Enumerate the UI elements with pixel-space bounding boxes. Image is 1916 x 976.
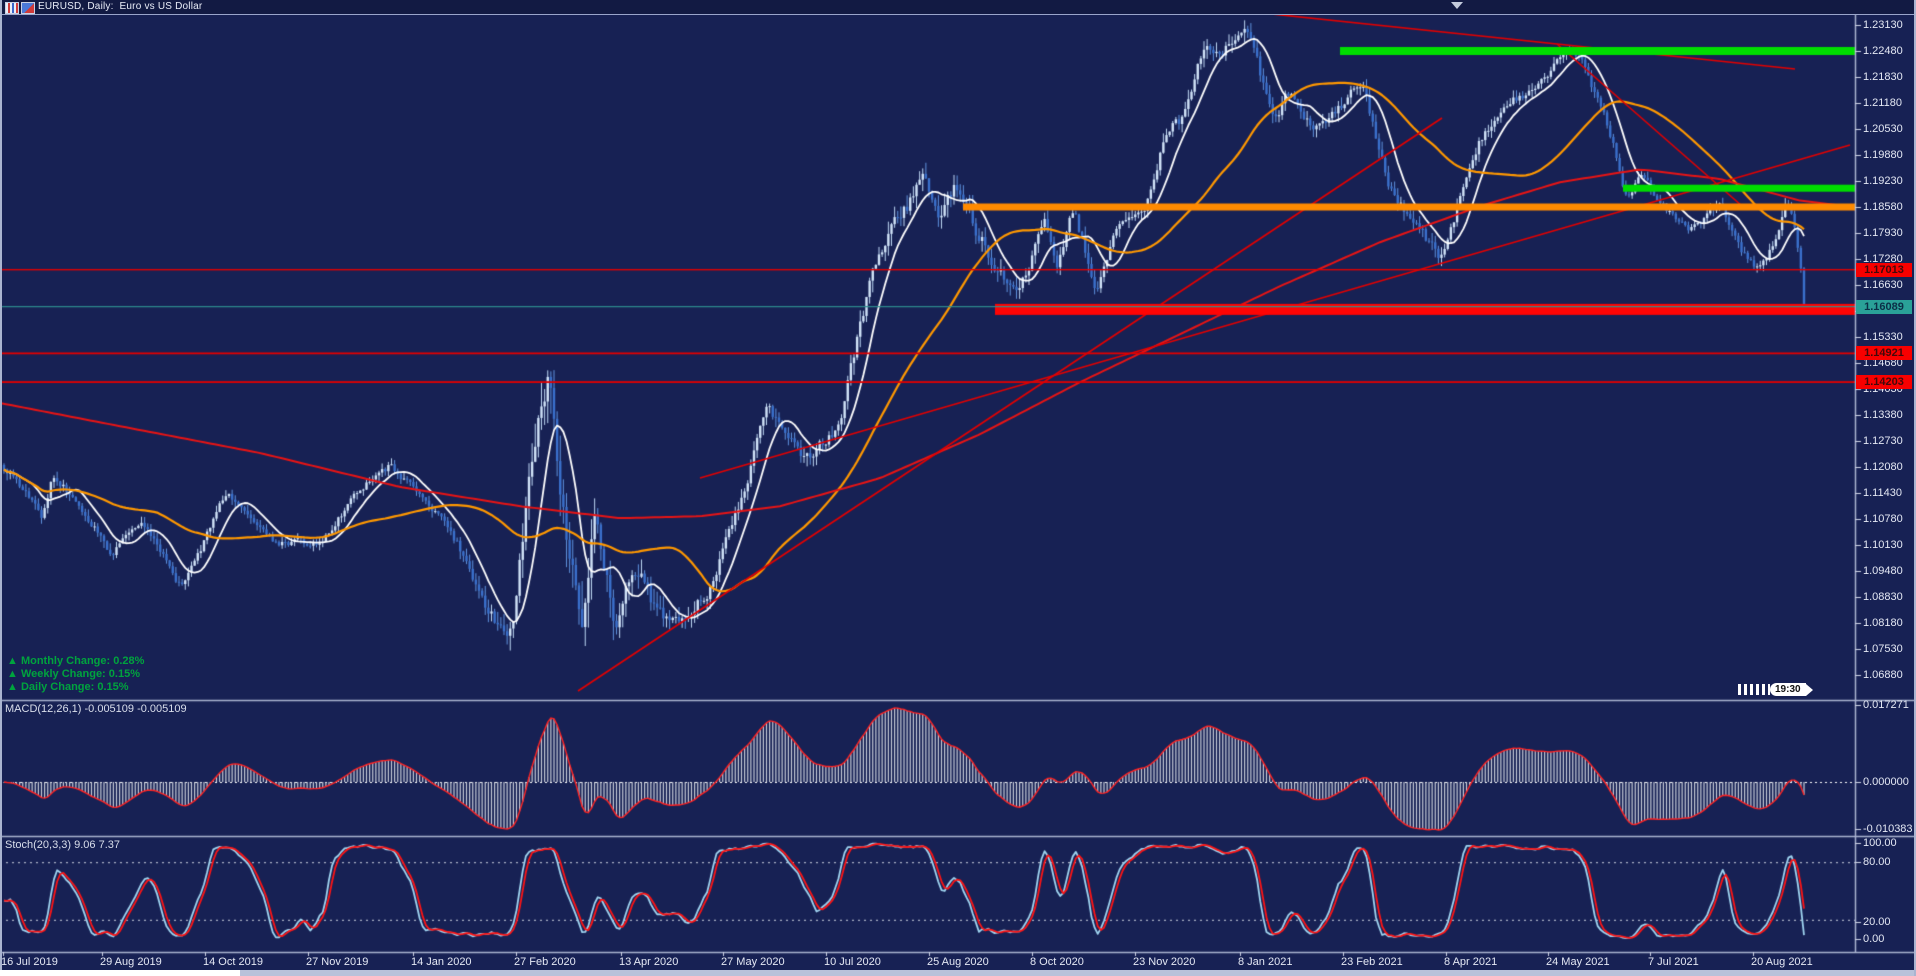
date-tick-label: 13 Apr 2020 (619, 956, 679, 968)
price-tick-label: 1.09480 (1863, 565, 1903, 577)
countdown-timer: 19:30 (1770, 683, 1806, 696)
price-tick-label: 1.06880 (1863, 669, 1903, 681)
price-tick-label: 1.11430 (1863, 487, 1902, 499)
down-arrow-marker (1451, 2, 1463, 9)
price-tick-label: 1.19230 (1863, 175, 1903, 187)
up-arrow-icon: ▲ (7, 681, 18, 693)
up-arrow-icon: ▲ (7, 668, 18, 680)
bar-chart-icon (5, 2, 19, 14)
price-tick-label: 1.23130 (1863, 19, 1903, 31)
price-badge: 1.17013 (1856, 262, 1912, 277)
date-tick-label: 23 Feb 2021 (1341, 956, 1403, 968)
monthly-change: ▲ Monthly Change: 0.28% (7, 655, 145, 667)
price-tick-label: 1.18580 (1863, 201, 1903, 213)
window-border-left (0, 0, 2, 976)
date-tick-label: 27 Feb 2020 (514, 956, 576, 968)
countdown-stripes-icon (1738, 684, 1770, 695)
date-tick-label: 16 Jul 2019 (1, 956, 58, 968)
price-tick-label: 1.13380 (1863, 409, 1903, 421)
date-tick-label: 10 Jul 2020 (824, 956, 881, 968)
price-badge: 1.14203 (1856, 375, 1912, 390)
daily-change: ▲ Daily Change: 0.15% (7, 681, 129, 693)
price-tick-label: 1.20530 (1863, 123, 1903, 135)
date-tick-label: 7 Jul 2021 (1648, 956, 1699, 968)
price-tick-label: 1.08180 (1863, 617, 1903, 629)
price-tick-label: 1.16630 (1863, 279, 1903, 291)
indicator-tick-label: -0.010383 (1863, 823, 1913, 835)
countdown-tip-icon (1805, 683, 1813, 696)
indicator-tick-label: 0.017271 (1863, 699, 1909, 711)
price-badge: 1.14921 (1856, 346, 1912, 361)
date-tick-label: 27 Nov 2019 (306, 956, 369, 968)
price-badge: 1.16089 (1856, 299, 1912, 314)
date-tick-label: 29 Aug 2019 (100, 956, 162, 968)
price-tick-label: 1.21830 (1863, 71, 1903, 83)
price-tick-label: 1.17930 (1863, 227, 1903, 239)
indicator-tick-label: 80.00 (1863, 856, 1891, 868)
date-tick-label: 8 Jan 2021 (1238, 956, 1293, 968)
indicator-tick-label: 0.000000 (1863, 776, 1909, 788)
date-tick-label: 20 Aug 2021 (1751, 956, 1813, 968)
price-tick-label: 1.15330 (1863, 331, 1903, 343)
up-arrow-icon: ▲ (7, 655, 18, 667)
macd-label: MACD(12,26,1) -0.005109 -0.005109 (5, 703, 187, 715)
price-tick-label: 1.19880 (1863, 149, 1903, 161)
date-tick-label: 27 May 2020 (721, 956, 785, 968)
candle-countdown: 19:30 (1738, 683, 1813, 696)
price-tick-label: 1.10780 (1863, 513, 1903, 525)
date-tick-label: 14 Oct 2019 (203, 956, 263, 968)
price-tick-label: 1.17280 (1863, 253, 1903, 265)
chart-title: EURUSD, Daily: Euro vs US Dollar (38, 1, 203, 12)
indicator-tick-label: 0.00 (1863, 933, 1885, 945)
date-tick-label: 8 Apr 2021 (1444, 956, 1498, 968)
price-tick-label: 1.10130 (1863, 539, 1903, 551)
price-tick-label: 1.12080 (1863, 461, 1903, 473)
price-tick-label: 1.21180 (1863, 97, 1902, 109)
date-tick-label: 8 Oct 2020 (1030, 956, 1084, 968)
date-tick-label: 14 Jan 2020 (411, 956, 472, 968)
bottom-border (0, 970, 1916, 976)
indicator-tick-label: 100.00 (1863, 837, 1897, 849)
price-tick-label: 1.22480 (1863, 45, 1903, 57)
stoch-label: Stoch(20,3,3) 9.06 7.37 (5, 839, 121, 851)
indicator-tick-label: 20.00 (1863, 916, 1891, 928)
date-tick-label: 23 Nov 2020 (1133, 956, 1196, 968)
title-bar[interactable]: EURUSD, Daily: Euro vs US Dollar (0, 0, 1916, 15)
candle-chart-icon (21, 2, 35, 14)
weekly-change: ▲ Weekly Change: 0.15% (7, 668, 140, 680)
window-border-right (1914, 0, 1916, 976)
change-annotations: ▲ Monthly Change: 0.28% ▲ Weekly Change:… (7, 655, 144, 694)
price-tick-label: 1.08830 (1863, 591, 1903, 603)
price-tick-label: 1.07530 (1863, 643, 1903, 655)
horizontal-scrollbar[interactable] (0, 970, 240, 976)
date-tick-label: 25 Aug 2020 (927, 956, 989, 968)
date-tick-label: 24 May 2021 (1546, 956, 1610, 968)
price-tick-label: 1.12730 (1863, 435, 1903, 447)
